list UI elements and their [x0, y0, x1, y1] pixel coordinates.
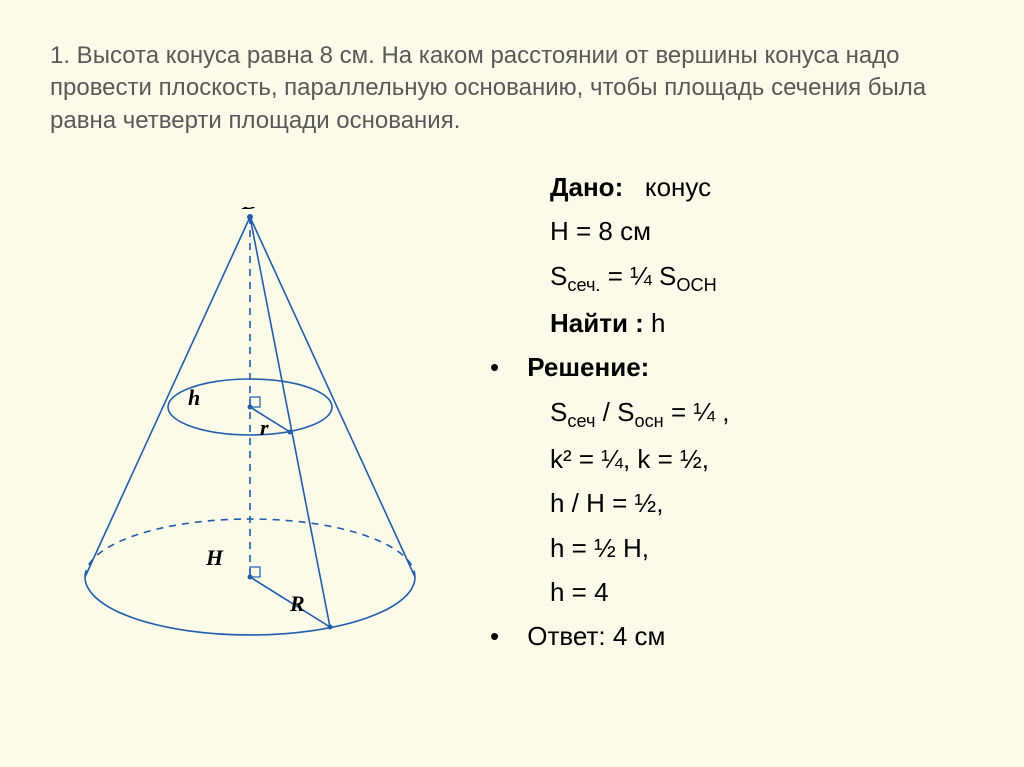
osn-sub: ОСН	[676, 275, 716, 295]
solve-heading: Решение:	[490, 347, 974, 387]
sech-sub: сеч.	[567, 275, 600, 295]
solution-block: Дано: конус Н = 8 см Sсеч. = ¼ SОСН Найт…	[470, 167, 974, 667]
s1e: = ¼ ,	[664, 397, 730, 427]
s1c: / S	[595, 397, 634, 427]
step1: Sсеч / Sосн = ¼ ,	[490, 392, 974, 435]
step5: h = 4	[490, 572, 974, 612]
find-label: Найти :	[550, 308, 644, 338]
s-sech-line: Sсеч. = ¼ SОСН	[490, 256, 974, 299]
step4: h = ½ H,	[490, 528, 974, 568]
s-prefix: S	[550, 261, 567, 291]
svg-text:H: H	[205, 545, 224, 570]
height-line: Н = 8 см	[490, 211, 974, 251]
find-value: h	[644, 308, 666, 338]
content-row: Bh r H R Дано: конус Н = 8 см Sсеч. = ¼ SОС…	[50, 167, 974, 667]
answer-value: 4 см	[606, 621, 666, 651]
answer-line: Ответ: 4 см	[490, 616, 974, 656]
s1a: S	[550, 397, 567, 427]
given-line: Дано: конус	[490, 167, 974, 207]
cone-svg: Bh r H R	[70, 207, 470, 687]
svg-text:R: R	[289, 591, 305, 616]
find-line: Найти : h	[490, 303, 974, 343]
step2: k² = ¼, k = ½,	[490, 439, 974, 479]
given-label: Дано:	[550, 172, 623, 202]
svg-text:B: B	[241, 207, 257, 214]
answer-label: Ответ:	[527, 621, 605, 651]
s1d: осн	[634, 411, 663, 431]
problem-title: 1. Высота конуса равна 8 см. На каком ра…	[50, 40, 974, 137]
solve-label: Решение:	[527, 352, 649, 382]
svg-text:r: r	[260, 415, 269, 440]
given-subject: конус	[645, 172, 711, 202]
cone-diagram: Bh r H R	[50, 167, 470, 667]
sech-mid: = ¼ S	[600, 261, 676, 291]
s1b: сеч	[567, 411, 595, 431]
step3: h / H = ½,	[490, 483, 974, 523]
svg-text:h: h	[188, 385, 200, 410]
